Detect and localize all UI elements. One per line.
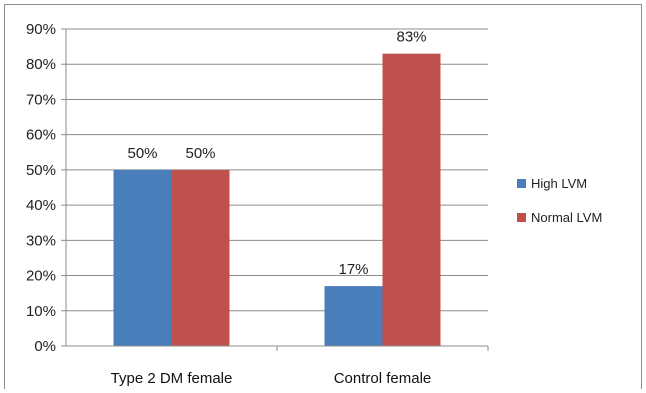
y-tick-label: 30% [26, 232, 56, 249]
y-tick-label: 10% [26, 303, 56, 320]
y-tick-label: 0% [34, 338, 56, 355]
x-category-label: Type 2 DM female [111, 370, 233, 387]
legend-label: Normal LVM [531, 210, 602, 225]
axes [61, 28, 489, 351]
y-tick-label: 60% [26, 127, 56, 144]
y-tick-label: 50% [26, 162, 56, 179]
bar-high-lvm [324, 286, 383, 346]
y-axis-ticks: 0% 10% 20% 30% 40% 50% 60% 70% 80% 90% [26, 21, 56, 355]
chart-frame [4, 4, 642, 389]
y-tick-label: 40% [26, 197, 56, 214]
legend-swatch [517, 213, 526, 222]
bars [113, 53, 441, 347]
legend-swatch [517, 179, 526, 188]
bar-high-lvm [113, 169, 172, 346]
data-label: 17% [338, 261, 368, 278]
x-category-label: Control female [334, 370, 432, 387]
bar-normal-lvm [382, 53, 441, 347]
y-tick-label: 80% [26, 56, 56, 73]
data-labels: 50% 50% 17% 83% [127, 29, 426, 278]
x-axis-categories: Type 2 DM female Control female [111, 370, 432, 387]
data-label: 50% [185, 145, 215, 162]
legend-label: High LVM [531, 176, 587, 191]
bar-normal-lvm [171, 169, 230, 346]
y-tick-label: 20% [26, 268, 56, 285]
data-label: 50% [127, 145, 157, 162]
data-label: 83% [396, 29, 426, 46]
legend: High LVM Normal LVM [517, 176, 602, 225]
y-tick-label: 70% [26, 91, 56, 108]
y-tick-label: 90% [26, 21, 56, 38]
